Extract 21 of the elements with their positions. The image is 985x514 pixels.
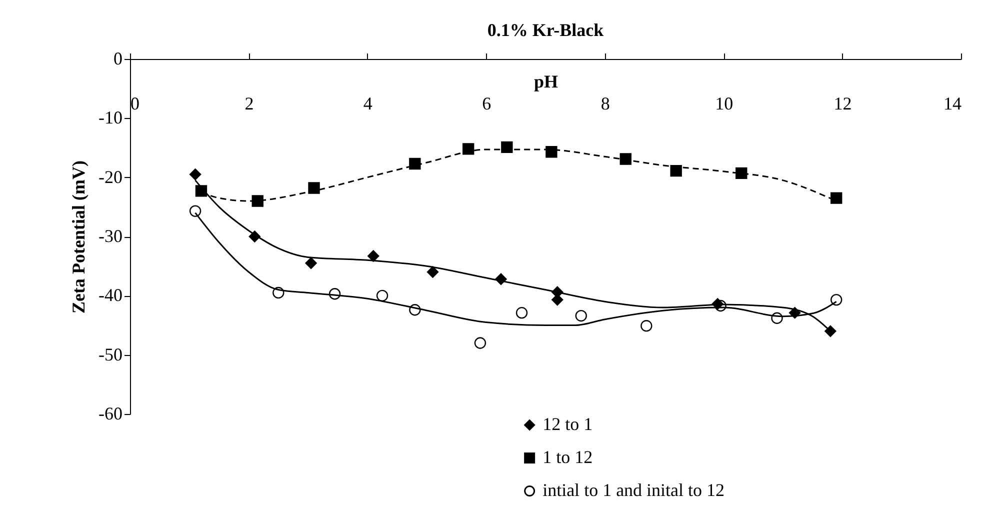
y-tick-label: 0: [114, 48, 122, 68]
y-axis-title: Zeta Potential (mV): [68, 160, 89, 314]
legend-label: 12 to 1: [542, 414, 593, 434]
legend-label: 1 to 12: [542, 447, 593, 467]
y-tick-label: -10: [98, 108, 122, 128]
y-tick-label: -30: [98, 226, 122, 246]
x-tick-label: 4: [363, 94, 372, 114]
y-tick-label: -40: [98, 285, 122, 306]
x-tick-label: 6: [482, 94, 492, 114]
x-tick-label: 0: [130, 94, 140, 114]
x-tick-label: 12: [834, 94, 852, 114]
x-tick-label: 8: [600, 94, 610, 114]
x-tick-label: 2: [244, 94, 254, 114]
y-tick-label: -60: [98, 404, 122, 424]
legend-label: intial to 1 and inital to 12: [542, 480, 725, 500]
y-tick-label: -20: [98, 166, 122, 187]
x-axis-title: pH: [534, 72, 558, 92]
x-tick-label: 14: [944, 94, 962, 114]
x-tick-label: 10: [715, 94, 734, 114]
y-tick-label: -50: [98, 344, 122, 364]
chart-title: 0.1% Kr-Black: [487, 20, 604, 40]
